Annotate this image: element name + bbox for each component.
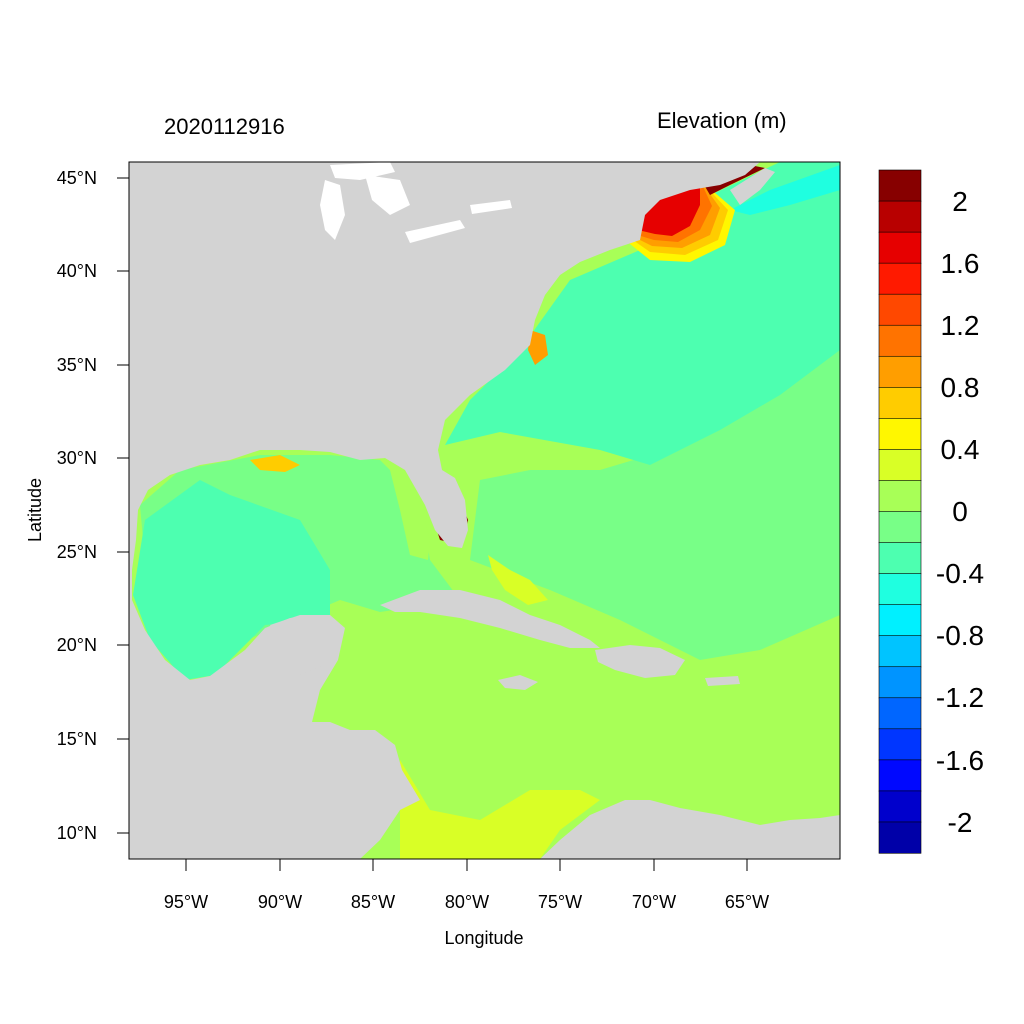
colorbar-label: -1.6 <box>936 745 984 776</box>
y-tick-label: 20°N <box>57 635 97 655</box>
cuba <box>380 590 600 648</box>
colorbar-label: 0.4 <box>941 434 980 465</box>
nova-scotia <box>730 168 775 205</box>
west-florida-shelf <box>390 470 430 560</box>
colorbar <box>878 169 922 854</box>
colorbar-swatch <box>878 790 922 823</box>
colorbar-swatch <box>878 573 922 606</box>
south-america <box>540 800 840 859</box>
y-tick-label: 35°N <box>57 355 97 375</box>
colorbar-swatch <box>878 387 922 419</box>
colorbar-label: 1.6 <box>941 248 980 279</box>
colorbar-swatch <box>878 231 922 264</box>
x-tick-label: 75°W <box>538 892 582 912</box>
x-tick-label: 95°W <box>164 892 208 912</box>
plot-frame <box>128 161 841 860</box>
colorbar-swatch <box>878 759 922 792</box>
colorbar-swatch <box>878 635 922 668</box>
colorbar-swatch <box>878 449 922 482</box>
map-field <box>129 162 840 859</box>
colorbar-swatch <box>878 821 922 854</box>
colorbar-swatch <box>878 262 922 295</box>
colorbar-label: -0.8 <box>936 620 984 651</box>
lake-huron <box>365 175 410 215</box>
hispaniola <box>595 645 685 678</box>
colorbar-swatch <box>878 418 922 451</box>
north-america <box>129 162 760 859</box>
y-axis-label: Latitude <box>25 478 45 542</box>
colorbar-label: 1.2 <box>941 310 980 341</box>
lake-michigan <box>320 180 345 240</box>
lake-erie <box>405 220 465 243</box>
x-axis-label: Longitude <box>444 928 523 948</box>
colorbar-label: -0.4 <box>936 558 984 589</box>
x-tick-label: 85°W <box>351 892 395 912</box>
y-tick-label: 25°N <box>57 542 97 562</box>
y-tick-label: 10°N <box>57 823 97 843</box>
ocean-zone-neg04 <box>730 165 840 215</box>
colorbar-swatch <box>878 169 922 202</box>
y-tick-label: 15°N <box>57 729 97 749</box>
y-tick-label: 45°N <box>57 168 97 188</box>
colorbar-swatch <box>878 542 922 575</box>
colorbar-label: -2 <box>948 807 973 838</box>
surge-1.6 <box>636 180 700 236</box>
colorbar-label: -1.2 <box>936 682 984 713</box>
lakes <box>320 162 512 243</box>
ocean-zone-0 <box>470 350 840 660</box>
colorbar-swatch <box>878 480 922 513</box>
x-tick-label: 80°W <box>445 892 489 912</box>
colorbar-labels: 2 1.6 1.2 0.8 0.4 0 -0.4 -0.8 -1.2 -1.6 … <box>936 186 984 838</box>
ocean-zone-neg02 <box>445 162 840 465</box>
colorbar-title: Elevation (m) <box>657 108 787 133</box>
colorbar-label: 2 <box>952 186 968 217</box>
puerto-rico <box>705 676 740 686</box>
x-tick-label: 65°W <box>725 892 769 912</box>
yucatan <box>270 615 340 675</box>
landmasses <box>129 162 840 859</box>
colorbar-swatch <box>878 666 922 699</box>
colorbar-swatch <box>878 355 922 388</box>
timestamp-title: 2020112916 <box>164 114 285 139</box>
lake-superior <box>330 162 395 180</box>
colorbar-swatch <box>878 511 922 544</box>
outer-banks-surge <box>528 330 548 365</box>
colorbar-label: 0 <box>952 496 968 527</box>
bahamas-bank <box>488 555 548 605</box>
colorbar-swatch <box>878 728 922 761</box>
colorbar-label: 0.8 <box>941 372 980 403</box>
x-tick-label: 90°W <box>258 892 302 912</box>
colorbar-swatch <box>878 200 922 233</box>
x-tick-label: 70°W <box>632 892 676 912</box>
colorbar-swatch <box>878 324 922 357</box>
y-tick-label: 40°N <box>57 261 97 281</box>
lake-ontario <box>470 200 512 214</box>
gulf-coast-surge <box>250 455 300 472</box>
colorbar-swatch <box>878 604 922 637</box>
y-tick-label: 30°N <box>57 448 97 468</box>
colorbar-swatch <box>878 697 922 730</box>
x-axis: 95°W 90°W 85°W 80°W 75°W 70°W 65°W Longi… <box>164 859 769 948</box>
jamaica <box>498 675 538 690</box>
colorbar-swatch <box>878 293 922 326</box>
gulf-zone-neg02 <box>133 480 330 680</box>
y-axis: 45°N 40°N 35°N 30°N 25°N 20°N 15°N 10°N … <box>25 168 129 843</box>
south-caribbean-band <box>400 760 600 859</box>
